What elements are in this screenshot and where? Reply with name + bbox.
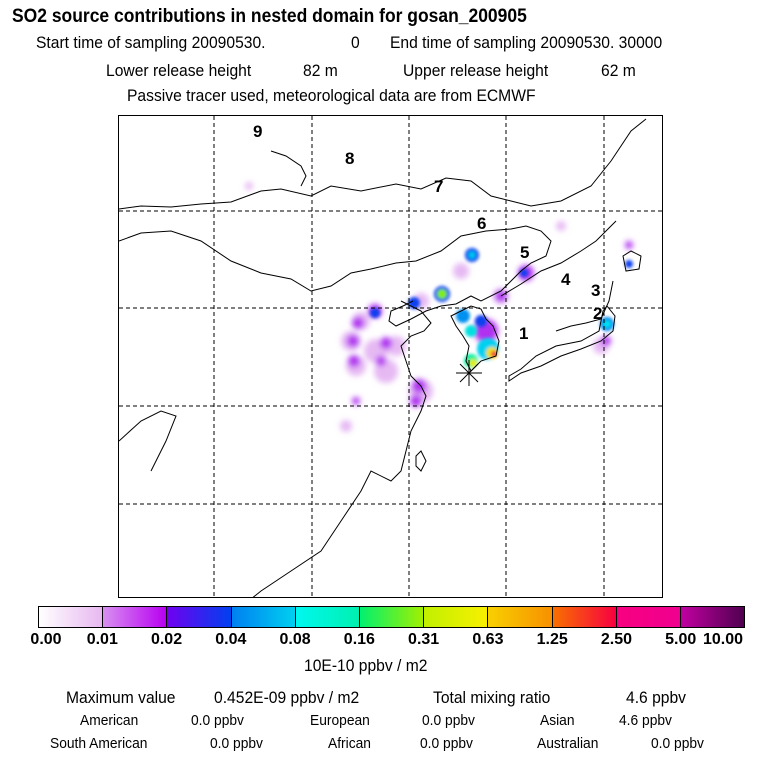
map-panel: 9 8 7 6 5 4 3 2 1 — [118, 115, 663, 598]
color-scale-segment — [488, 607, 553, 627]
start-time-label: Start time of sampling 20090530. — [36, 33, 266, 52]
color-scale-segment — [552, 607, 617, 627]
max-value-label: Maximum value — [66, 688, 176, 707]
start-time-value: 0 — [351, 33, 360, 52]
region-name-asian: Asian — [540, 712, 575, 729]
color-scale-segment — [616, 607, 681, 627]
upper-height-label: Upper release height — [403, 61, 549, 80]
color-scale-tick-label: 0.00 — [30, 631, 62, 648]
region-labels: 9 8 7 6 5 4 3 2 1 — [253, 122, 602, 343]
region-name-european: European — [310, 712, 370, 729]
region-label: 5 — [520, 243, 529, 262]
color-scale-segment — [231, 607, 296, 627]
region-name-australian: Australian — [537, 735, 599, 752]
region-name-south-american: South American — [50, 735, 148, 752]
asterisk-icon — [456, 360, 482, 386]
color-scale-segment — [39, 607, 104, 627]
color-scale-segment — [359, 607, 425, 627]
region-label: 2 — [593, 304, 602, 323]
color-scale-segment — [103, 607, 168, 627]
region-label: 3 — [591, 281, 600, 300]
color-scale-tick-label: 0.08 — [279, 631, 311, 648]
upper-height-value: 62 m — [601, 61, 636, 80]
region-label: 7 — [434, 177, 443, 196]
max-value: 0.452E-09 ppbv / m2 — [214, 688, 360, 707]
total-mixing-value: 4.6 ppbv — [626, 688, 687, 707]
region-value-south-american: 0.0 ppbv — [210, 735, 263, 752]
color-scale-tick-label: 0.02 — [150, 631, 183, 648]
region-value-african: 0.0 ppbv — [420, 735, 473, 752]
end-time-label: End time of sampling 20090530. 30000 — [390, 33, 663, 52]
color-scale-segment — [295, 607, 360, 627]
region-label: 8 — [345, 149, 354, 168]
region-value-european: 0.0 ppbv — [422, 712, 475, 729]
tracer-note: Passive tracer used, meteorological data… — [127, 86, 536, 105]
lower-height-label: Lower release height — [106, 61, 252, 80]
color-scale-tick-label: 1.25 — [536, 631, 568, 648]
color-scale-segment — [424, 607, 489, 627]
color-scale-segment — [167, 607, 232, 627]
color-scale-tick-label: 0.63 — [472, 631, 504, 648]
color-scale-tick-label: 0.04 — [215, 631, 247, 648]
plot-title: SO2 source contributions in nested domai… — [12, 6, 527, 27]
color-scale-tick-label: 10.00 — [702, 631, 744, 648]
region-value-australian: 0.0 ppbv — [651, 735, 704, 752]
color-scale-tick-label: 0.01 — [86, 631, 118, 648]
region-label: 6 — [477, 214, 486, 233]
total-mixing-label: Total mixing ratio — [433, 688, 551, 707]
lower-height-value: 82 m — [303, 61, 338, 80]
grid-lines — [119, 116, 662, 597]
region-value-american: 0.0 ppbv — [191, 712, 244, 729]
region-label: 9 — [253, 122, 262, 141]
region-value-asian: 4.6 ppbv — [619, 712, 672, 729]
map-svg: 9 8 7 6 5 4 3 2 1 — [119, 116, 662, 597]
region-name-american: American — [80, 712, 139, 729]
color-scale-tick-label: 0.16 — [343, 631, 375, 648]
color-scale-tick-label: 0.31 — [408, 631, 440, 648]
tracer-hotspots — [370, 248, 633, 368]
color-scale-tick-label: 2.50 — [600, 631, 633, 648]
region-label: 4 — [561, 270, 571, 289]
color-scale-tick-label: 5.00 — [665, 631, 697, 648]
color-scale-bar — [38, 606, 745, 628]
region-name-african: African — [328, 735, 371, 752]
region-label: 1 — [519, 324, 528, 343]
color-scale-segment — [680, 607, 745, 627]
color-scale-unit: 10E-10 ppbv / m2 — [304, 656, 428, 675]
